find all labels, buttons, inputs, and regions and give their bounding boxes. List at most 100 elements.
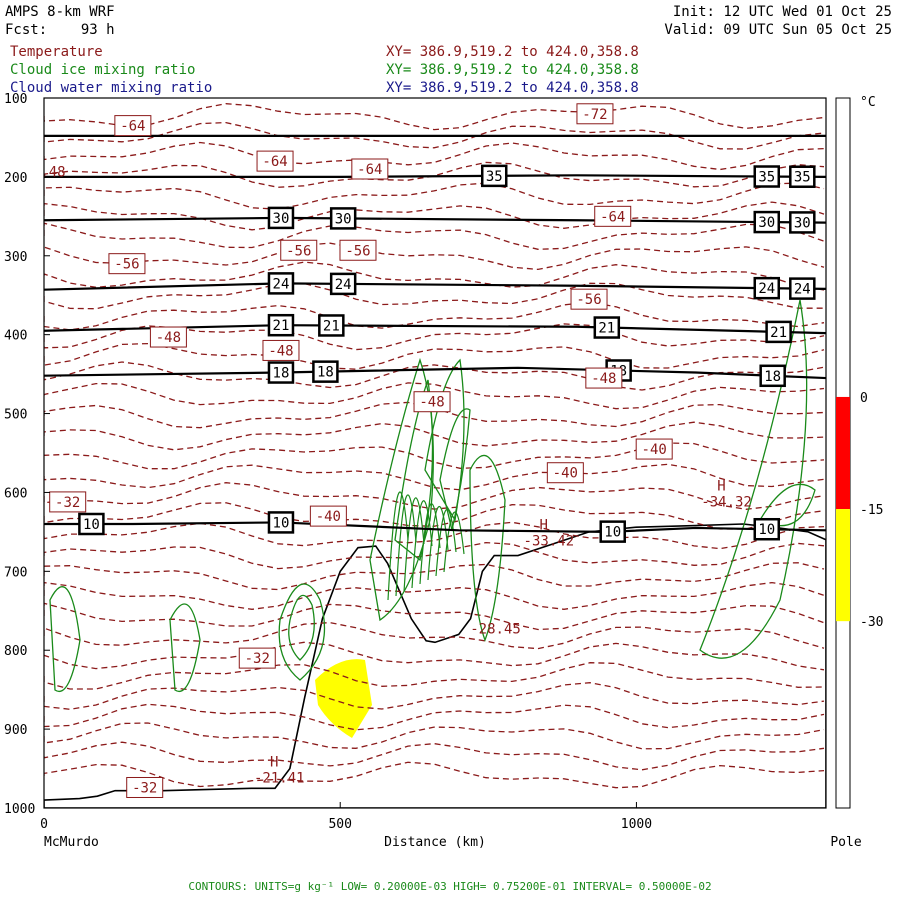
temperature-contour (44, 323, 825, 351)
temperature-label: -32 (132, 780, 157, 796)
isentrope-label-box (789, 165, 816, 188)
temperature-contour (44, 242, 825, 271)
temperature-label: -72 (582, 107, 607, 123)
y-tick-label: 300 (4, 250, 27, 265)
temperature-label: -56 (576, 292, 601, 308)
x-tick-label: 1000 (621, 817, 652, 832)
isentrope-line (44, 282, 826, 291)
isentrope-label: 35 (486, 169, 503, 185)
temperature-contour (44, 401, 825, 429)
isentrope-label: 24 (273, 276, 290, 292)
temperature-contour (44, 703, 825, 731)
x-tick-label: 0 (40, 817, 48, 832)
y-tick-label: 500 (4, 408, 27, 423)
field-cloud-ice-xy: XY= 386.9,519.2 to 424.0,358.8 (386, 62, 639, 78)
temperature-contour (44, 382, 825, 410)
colorbar-tick-label: -15 (860, 503, 883, 518)
isentrope-label: 30 (335, 211, 352, 227)
temperature-label-box (309, 505, 347, 527)
colorbar-band (836, 396, 850, 510)
cloud-ice-contour (394, 379, 434, 562)
temperature-label-box (262, 339, 300, 361)
temperature-label-box (280, 239, 318, 261)
cloud-ice-contour (469, 454, 506, 642)
temperature-contour (44, 261, 825, 291)
temperature-label-box (238, 647, 276, 669)
cloud-ice-contour (169, 603, 201, 693)
x-tick-label: 500 (328, 817, 351, 832)
field-cloud-water: Cloud water mixing ratio (10, 80, 213, 96)
cloud-ice-contour (424, 358, 465, 522)
temperature-contour (44, 103, 825, 131)
shaded-region-yellow (315, 659, 372, 738)
temperature-contour (44, 482, 825, 510)
cloud-ice-contour (411, 500, 433, 589)
y-tick-label: 800 (4, 644, 27, 659)
isentrope-label-box (593, 316, 621, 339)
isentrope-label: 10 (83, 517, 100, 533)
temperature-label: -32 (55, 495, 80, 511)
y-tick-label: 200 (4, 171, 27, 186)
isentrope-label-box (789, 211, 816, 234)
isentrope-label-box (753, 165, 781, 188)
temperature-label-box (413, 391, 451, 413)
temperature-label: -64 (357, 162, 382, 178)
contour-info: CONTOURS: UNITS=g kg⁻¹ LOW= 0.20000E-03 … (188, 880, 712, 893)
temperature-contour (44, 761, 825, 789)
isentrope-label: 30 (758, 215, 775, 231)
temperature-label: -56 (286, 243, 311, 259)
colorbar-band (836, 509, 850, 622)
isentrope-label-box (789, 277, 816, 300)
temperature-label: -40 (642, 442, 667, 458)
field-cloud-ice: Cloud ice mixing ratio (10, 62, 196, 78)
isentrope-label-box (267, 511, 295, 534)
temperature-label-box (149, 326, 187, 348)
cloud-ice-contour (419, 503, 441, 585)
isentrope-label: 18 (273, 366, 290, 382)
valid-time: Valid: 09 UTC Sun 05 Oct 25 (664, 22, 892, 38)
temperature-contour (44, 521, 825, 550)
cloud-ice-contour (278, 583, 326, 681)
isentrope-label: 21 (598, 321, 615, 337)
isentrope-label-box (480, 164, 508, 188)
temperature-contour (44, 421, 825, 451)
temperature-label: -40 (316, 509, 341, 525)
isentrope-label: 21 (323, 318, 340, 334)
temperature-contour (44, 161, 825, 188)
isentrope-label-box (267, 313, 295, 337)
cloud-ice-contour (699, 299, 808, 659)
isentrope-label-box (753, 517, 781, 541)
cloud-ice-contour (387, 491, 409, 601)
temperature-label-box (351, 158, 389, 180)
temperature-label-box (114, 115, 152, 137)
isentrope-label: 30 (273, 211, 290, 227)
x-axis-label: Distance (km) (384, 835, 486, 850)
isentrope-label-box (599, 520, 626, 543)
temperature-contour (44, 222, 825, 250)
isentrope-label: 21 (273, 318, 290, 334)
isentrope-label: 35 (794, 170, 811, 186)
temperature-label-box (546, 462, 584, 484)
cloud-ice-contour (288, 594, 315, 661)
colorbar-tick-label: -30 (860, 615, 883, 630)
temperature-label: -48 (156, 330, 181, 346)
temperature-contour (44, 641, 825, 671)
temperature-label-box (49, 491, 87, 513)
temperature-contour (44, 463, 825, 491)
extremum-value: -28.45 (470, 621, 521, 637)
isentrope-label-box (78, 512, 105, 536)
isentrope-line (44, 366, 826, 380)
cloud-ice-contour (759, 483, 816, 527)
x-endpoint-left: McMurdo (44, 835, 99, 850)
temperature-contour (44, 662, 825, 690)
temperature-contour (44, 722, 825, 750)
extremum-value: -33.42 (524, 534, 575, 550)
isentrope-label: 10 (273, 515, 290, 531)
cloud-ice-contour (435, 508, 457, 577)
cloud-ice-contour (443, 511, 465, 573)
temperature-contour (44, 741, 825, 771)
cloud-ice-contour (49, 586, 81, 693)
isentrope-label-box (312, 360, 339, 383)
y-tick-label: 1000 (4, 802, 35, 817)
fcst-value: 93 h (80, 22, 115, 38)
